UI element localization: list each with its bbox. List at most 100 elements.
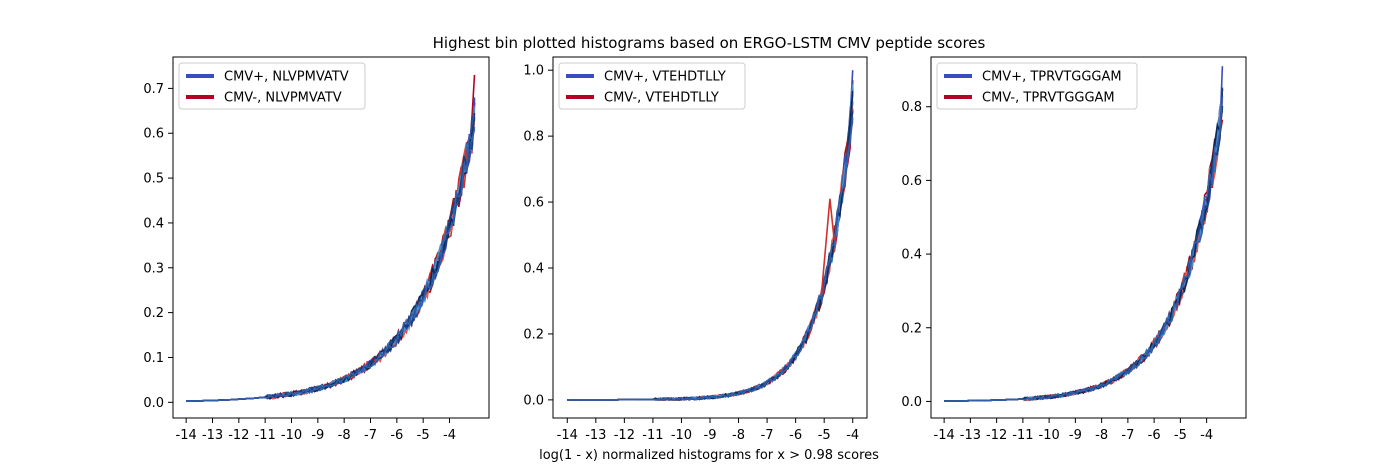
cmv-negative-series-line <box>186 74 476 402</box>
x-tick-label: -12 <box>986 428 1007 443</box>
cmv-positive-series-line <box>567 88 854 401</box>
y-tick-label: 0.2 <box>143 306 164 321</box>
x-tick-label: -14 <box>176 428 197 443</box>
cmv-negative-series-line <box>944 95 1224 402</box>
cmv-negative-series-line <box>944 101 1224 402</box>
x-tick-label: -12 <box>228 428 249 443</box>
legend-label: CMV-, NLVPMVATV <box>224 91 342 106</box>
legend-label: CMV-, VTEHDTLLY <box>604 91 719 106</box>
x-tick-label: -8 <box>1095 428 1108 443</box>
axes-frame <box>552 56 868 419</box>
cmv-positive-series-line <box>944 96 1224 402</box>
cmv-negative-series-line <box>944 105 1224 402</box>
cmv-positive-series-line <box>186 116 475 402</box>
cmv-negative-series-line <box>567 80 854 401</box>
y-tick-label: 0.2 <box>901 321 922 336</box>
x-tick-label: -7 <box>364 428 377 443</box>
axes-frame <box>930 56 1247 419</box>
y-tick-label: 0.3 <box>143 261 164 276</box>
y-tick-label: 0.0 <box>143 396 164 411</box>
legend: CMV+, TPRVTGGGAM CMV-, TPRVTGGGAM <box>936 62 1138 110</box>
x-axis-label: log(1 - x) normalized histograms for x >… <box>539 448 879 463</box>
cmv-positive-series-line <box>567 90 854 401</box>
y-tick-label: 0.6 <box>523 196 544 211</box>
x-tick-label: -6 <box>390 428 403 443</box>
y-tick-label: 0.6 <box>143 127 164 142</box>
cmv-positive-series-line <box>567 70 854 401</box>
subplot-2: -14 -13 -12 -11 -10 -9 -8 -7 -6 -5 -4 0.0 0.2 0.4 0.6 0… <box>523 56 868 443</box>
cmv-negative-series-line <box>944 110 1224 402</box>
cmv-positive-series-line <box>186 112 476 402</box>
x-tick-label: -4 <box>846 428 859 443</box>
cmv-positive-series-line <box>944 108 1224 402</box>
cmv-negative-spike-line <box>820 198 835 296</box>
y-tick-label: 0.4 <box>523 261 544 276</box>
cmv-negative-series-line <box>567 121 854 401</box>
x-tick-label: -6 <box>1148 428 1161 443</box>
legend: CMV+, NLVPMVATV CMV-, NLVPMVATV <box>178 62 366 110</box>
cmv-positive-series-line <box>567 93 854 401</box>
cmv-negative-series-line <box>186 102 476 402</box>
legend-box <box>936 62 1138 110</box>
legend-label: CMV-, TPRVTGGGAM <box>982 91 1115 106</box>
x-tick-label: -4 <box>443 428 456 443</box>
x-tick-label: -9 <box>1069 428 1082 443</box>
legend-box <box>178 62 366 110</box>
series-lines <box>567 70 854 401</box>
cmv-positive-series-line <box>944 105 1224 402</box>
x-tick-label: -4 <box>1200 428 1213 443</box>
cmv-negative-series-line <box>186 99 476 402</box>
cmv-negative-series-line <box>567 87 854 401</box>
cmv-positive-series-line <box>567 83 854 401</box>
y-tick-label: 1.0 <box>523 64 544 79</box>
legend-label: CMV+, VTEHDTLLY <box>604 70 726 85</box>
cmv-negative-series-line <box>944 99 1224 402</box>
cmv-negative-series-line <box>186 110 476 402</box>
y-tick-label: 0.0 <box>901 395 922 410</box>
y-tick-label: 0.8 <box>523 130 544 145</box>
x-tick-label: -14 <box>934 428 955 443</box>
y-tick-label: 0.5 <box>143 172 164 187</box>
x-tick-label: -5 <box>818 428 831 443</box>
cmv-positive-series-line <box>186 97 476 402</box>
y-tick-label: 0.1 <box>143 351 164 366</box>
x-tick-label: -12 <box>614 428 635 443</box>
subplot-1: -14 -13 -12 -11 -10 -9 -8 -7 -6 -5 -4 0.0 0.1 0.2 0.3 0… <box>143 56 490 443</box>
x-tick-label: -7 <box>1121 428 1134 443</box>
x-tick-label: -13 <box>585 428 606 443</box>
y-tick-label: 0.7 <box>143 82 164 97</box>
cmv-negative-series-line <box>186 118 476 402</box>
cmv-positive-series-line <box>944 89 1224 402</box>
y-tick-label: 0.4 <box>143 216 164 231</box>
series-lines <box>186 74 476 402</box>
cmv-negative-series-line <box>567 109 854 401</box>
x-tick-label: -9 <box>704 428 717 443</box>
x-tick-label: -7 <box>761 428 774 443</box>
x-tick-label: -10 <box>281 428 302 443</box>
cmv-negative-series-line <box>567 93 854 401</box>
subplot-3: -14 -13 -12 -11 -10 -9 -8 -7 -6 -5 -4 0.0 0.2 0.4 0.6 0… <box>901 56 1247 443</box>
x-tick-label: -8 <box>732 428 745 443</box>
legend-label: CMV+, TPRVTGGGAM <box>982 70 1122 85</box>
cmv-negative-series-line <box>186 102 476 402</box>
cmv-negative-series-line <box>567 101 854 401</box>
cmv-positive-series-line <box>186 129 476 402</box>
cmv-negative-series-line <box>186 102 476 402</box>
y-tick-label: 0.0 <box>523 393 544 408</box>
x-tick-label: -5 <box>1174 428 1187 443</box>
x-tick-label: -11 <box>642 428 663 443</box>
legend: CMV+, VTEHDTLLY CMV-, VTEHDTLLY <box>558 62 746 110</box>
x-tick-label: -10 <box>671 428 692 443</box>
x-tick-label: -11 <box>1012 428 1033 443</box>
x-tick-label: -5 <box>417 428 430 443</box>
x-tick-label: -8 <box>338 428 351 443</box>
axes-frame <box>172 56 490 419</box>
x-tick-label: -10 <box>1039 428 1060 443</box>
cmv-positive-series-line <box>944 66 1224 402</box>
cmv-positive-series-line <box>186 126 476 402</box>
x-tick-label: -9 <box>311 428 324 443</box>
y-tick-label: 0.4 <box>901 248 922 263</box>
y-tick-label: 0.2 <box>523 327 544 342</box>
legend-box <box>558 62 746 110</box>
